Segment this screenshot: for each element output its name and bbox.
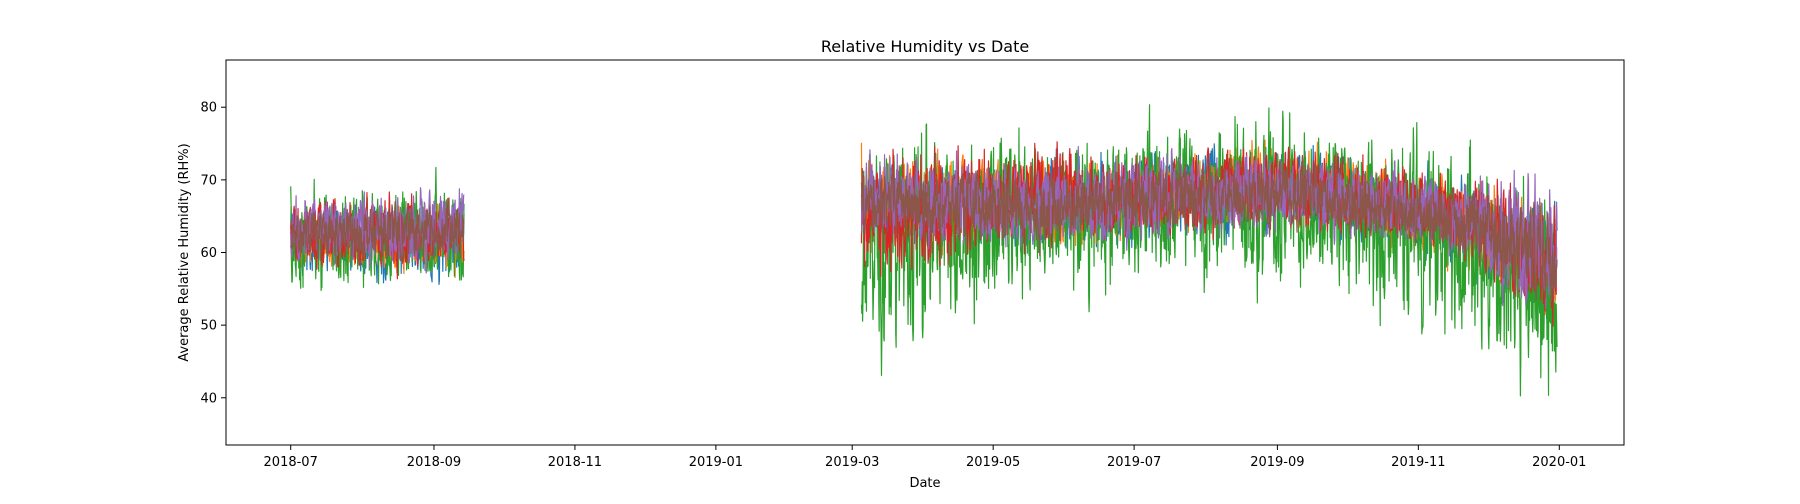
y-axis: 40 50 60 70 80 (200, 101, 226, 406)
plot-area (290, 104, 1558, 397)
x-tick-label: 2019-09 (1250, 455, 1304, 470)
y-axis-label: Average Relative Humidity (RH%) (177, 143, 192, 361)
x-axis: 2018-07 2018-09 2018-11 2019-01 2019-03 2019-… (264, 445, 1586, 470)
y-tick-label: 80 (200, 101, 217, 116)
series-line (290, 104, 1558, 397)
x-tick-label: 2018-09 (407, 455, 461, 470)
x-tick-label: 2019-05 (966, 455, 1020, 470)
y-tick-label: 50 (200, 319, 217, 334)
y-tick-label: 70 (200, 173, 217, 188)
y-tick-label: 40 (200, 391, 217, 406)
plot-frame (225, 59, 1625, 446)
x-tick-label: 2019-01 (689, 455, 743, 470)
x-tick-label: 2018-11 (548, 455, 602, 470)
y-tick-label: 60 (200, 246, 217, 261)
series-line (290, 156, 1558, 302)
x-tick-label: 2019-11 (1391, 455, 1445, 470)
chart-title: Relative Humidity vs Date (821, 37, 1029, 56)
x-tick-label: 2019-07 (1107, 455, 1161, 470)
x-tick-label: 2018-07 (264, 455, 318, 470)
x-tick-label: 2019-03 (825, 455, 879, 470)
x-tick-label: 2020-01 (1532, 455, 1586, 470)
x-axis-label: Date (909, 476, 940, 491)
